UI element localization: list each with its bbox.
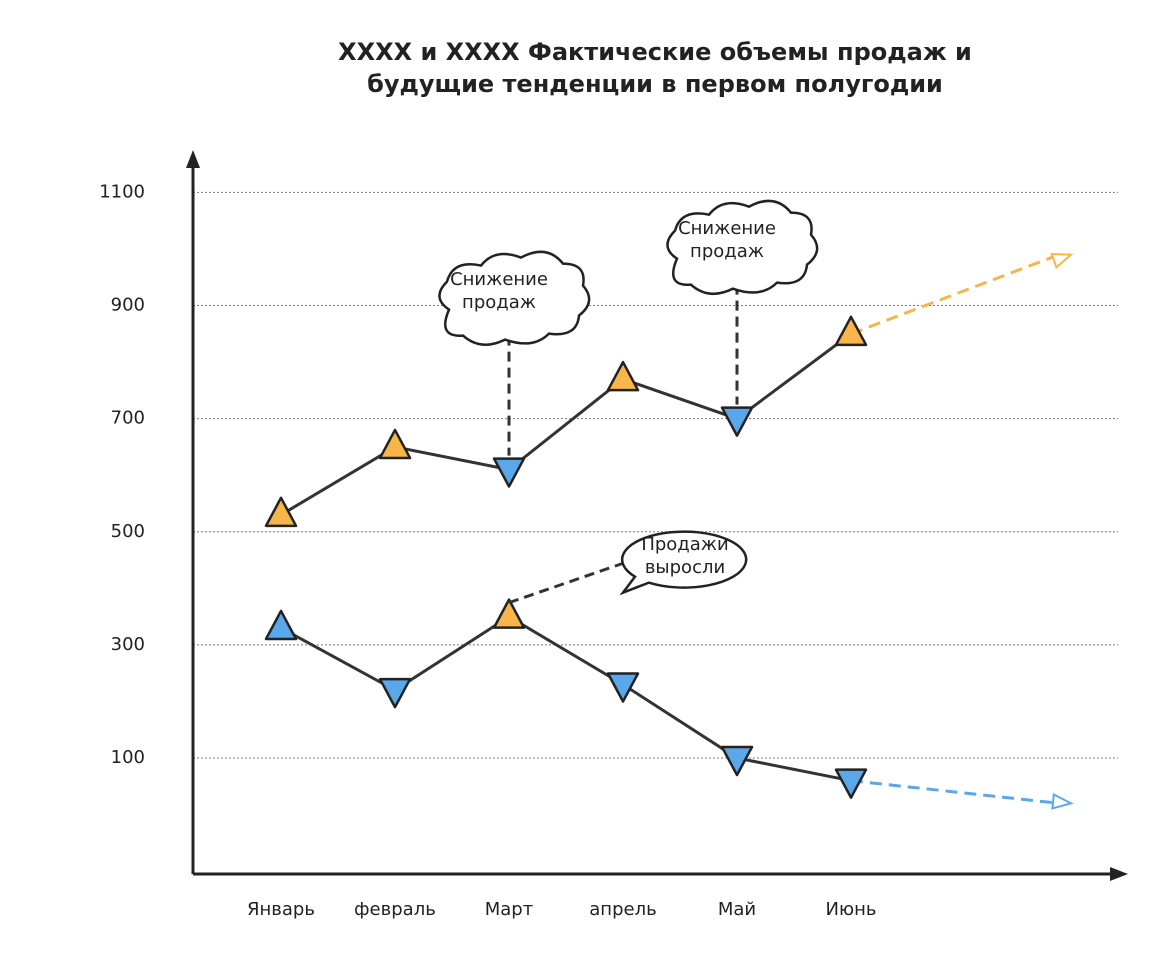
marker — [378, 428, 412, 460]
marker — [606, 672, 640, 703]
x-axis-arrow — [1110, 867, 1128, 881]
trend-line — [850, 779, 1060, 805]
chart-title: XXXX и XXXX Фактические объемы продаж и … — [338, 38, 972, 98]
annotation-text: Продажи выросли — [641, 533, 729, 578]
marker — [378, 677, 412, 709]
marker — [720, 745, 754, 777]
y-axis-arrow — [186, 150, 200, 168]
x-tick-label: Март — [485, 899, 533, 920]
y-tick-label: 100 — [111, 747, 145, 768]
series-line — [280, 332, 852, 517]
x-tick-label: февраль — [354, 899, 436, 920]
trend-line — [850, 253, 1060, 336]
marker — [492, 598, 526, 629]
y-tick-label: 1100 — [99, 181, 145, 202]
y-tick-label: 700 — [111, 408, 145, 429]
marker — [834, 315, 868, 347]
trend-arrow — [1051, 792, 1074, 810]
x-tick-label: Июнь — [826, 899, 877, 920]
marker — [264, 496, 298, 528]
annotation-text: Снижение продаж — [678, 217, 776, 262]
x-tick-label: апрель — [589, 899, 656, 920]
annotation-bubble — [619, 530, 748, 596]
series-line — [280, 614, 852, 783]
x-tick-label: Май — [718, 899, 756, 920]
marker — [720, 406, 754, 437]
marker — [492, 457, 526, 488]
trend-arrow — [1050, 253, 1074, 270]
annotation-text: Снижение продаж — [450, 268, 548, 313]
marker — [606, 360, 640, 392]
y-tick-label: 900 — [111, 295, 145, 316]
annotation-line — [508, 561, 626, 605]
annotation-cloud — [438, 250, 591, 346]
annotation-cloud — [666, 199, 819, 295]
y-tick-label: 300 — [111, 634, 145, 655]
marker — [264, 609, 298, 641]
x-tick-label: Январь — [247, 899, 315, 920]
marker — [834, 768, 868, 799]
y-tick-label: 500 — [111, 521, 145, 542]
